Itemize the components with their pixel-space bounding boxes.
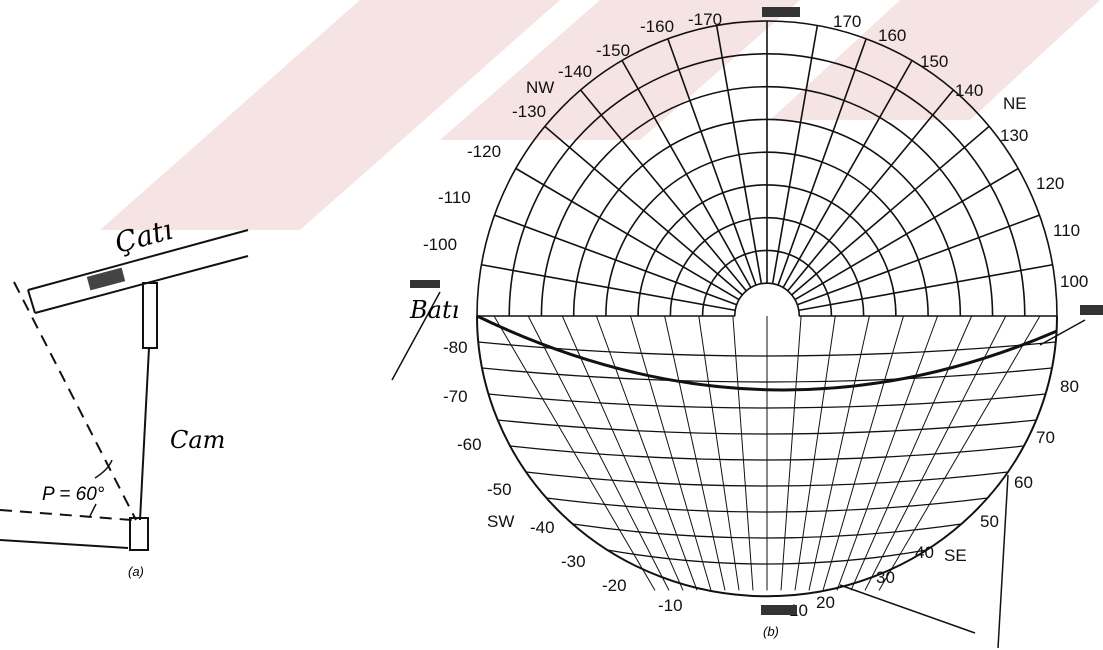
angle-label: P = 60° <box>42 484 105 505</box>
redaction-east <box>1080 305 1103 315</box>
south-pointer <box>997 474 1009 649</box>
azimuth-line <box>481 263 736 312</box>
tick-label: -130 <box>512 102 546 121</box>
panel-a <box>0 229 249 551</box>
tick-label: 160 <box>878 26 906 45</box>
tick-label: 80 <box>1060 377 1079 396</box>
azimuth-line <box>790 125 990 296</box>
roof-bottom-edge <box>34 255 249 314</box>
roof-hatch <box>86 267 126 291</box>
redaction-north <box>762 7 800 17</box>
tick-label: -30 <box>561 552 586 571</box>
west-pointer <box>391 291 441 381</box>
ground-line <box>0 539 129 549</box>
angle-mark <box>89 503 97 517</box>
tick-label: -170 <box>688 10 722 29</box>
roof-end <box>27 289 36 314</box>
caption-b: (b) <box>763 624 779 639</box>
hour-line <box>630 315 712 591</box>
glass-line <box>139 347 150 521</box>
tick-label: 50 <box>980 512 999 531</box>
compass-sw: SW <box>487 512 514 531</box>
post <box>142 282 158 349</box>
tick-label: 120 <box>1036 174 1064 193</box>
tick-label: 150 <box>920 52 948 71</box>
compass-nw: NW <box>526 78 554 97</box>
tilt-pointer <box>839 584 976 634</box>
azimuth-line <box>786 89 955 292</box>
tick-label: 40 <box>915 543 934 562</box>
azimuth-line <box>579 89 748 292</box>
tick-label: -160 <box>640 17 674 36</box>
azimuth-line <box>515 167 740 301</box>
hour-line <box>493 315 656 591</box>
tick-label: -60 <box>457 435 482 454</box>
tick-label: -110 <box>438 188 471 207</box>
hour-line <box>850 315 973 591</box>
tick-label: -120 <box>467 142 501 161</box>
hour-line <box>595 315 698 591</box>
tick-label: -50 <box>487 480 512 499</box>
tick-label: 70 <box>1036 428 1055 447</box>
redaction-west <box>410 280 440 288</box>
tick-label: 60 <box>1014 473 1033 492</box>
tick-label: -100 <box>423 235 457 254</box>
tick-label: 140 <box>955 81 983 100</box>
azimuth-line <box>794 167 1019 301</box>
dashed-ray <box>13 281 137 521</box>
sun-path-chart <box>391 20 1086 649</box>
azimuth-line <box>796 214 1040 306</box>
roof-top-edge <box>27 229 249 291</box>
hour-line <box>527 315 670 591</box>
lower-rim <box>476 315 1058 598</box>
tick-label: 20 <box>816 593 835 612</box>
hour-line <box>878 315 1041 591</box>
tick-label: 170 <box>833 12 861 31</box>
hour-line <box>822 315 904 591</box>
caption-a: (a) <box>128 564 144 579</box>
azimuth-line <box>777 38 867 286</box>
hour-line <box>664 315 726 591</box>
redaction-south <box>761 605 797 615</box>
azimuth-line <box>667 38 757 286</box>
hour-line <box>698 315 740 591</box>
angle-arc <box>94 459 113 479</box>
hour-line <box>780 315 802 591</box>
tick-label: 100 <box>1060 272 1088 291</box>
tick-label: -40 <box>530 518 555 537</box>
hour-line <box>794 315 836 591</box>
hour-line <box>561 315 684 591</box>
tick-label: 30 <box>876 568 895 587</box>
tick-label: -140 <box>558 62 592 81</box>
azimuth-line <box>771 25 819 285</box>
compass-se: SE <box>944 546 967 565</box>
tick-label: 130 <box>1000 126 1028 145</box>
label-glass: Cam <box>170 426 225 454</box>
hour-line <box>836 315 939 591</box>
tick-label: -10 <box>658 596 683 615</box>
equinox-curve <box>476 314 1058 392</box>
azimuth-line <box>544 125 744 296</box>
azimuth-line <box>621 60 752 289</box>
tick-label: -70 <box>443 387 468 406</box>
azimuth-line <box>798 263 1053 312</box>
tick-label: -80 <box>443 338 468 357</box>
tick-label: -20 <box>602 576 627 595</box>
hour-line <box>808 315 870 591</box>
hour-line <box>864 315 1007 591</box>
hour-line <box>732 315 754 591</box>
dashed-horizontal <box>0 509 133 521</box>
base-block <box>129 517 149 551</box>
azimuth-line <box>715 25 763 285</box>
label-west: Batı <box>409 296 459 324</box>
compass-ne: NE <box>1003 94 1027 113</box>
azimuth-line <box>494 214 738 306</box>
east-pointer <box>1039 319 1086 346</box>
tick-label: 110 <box>1053 221 1080 240</box>
azimuth-line <box>782 60 913 289</box>
tick-label: -150 <box>596 41 630 60</box>
